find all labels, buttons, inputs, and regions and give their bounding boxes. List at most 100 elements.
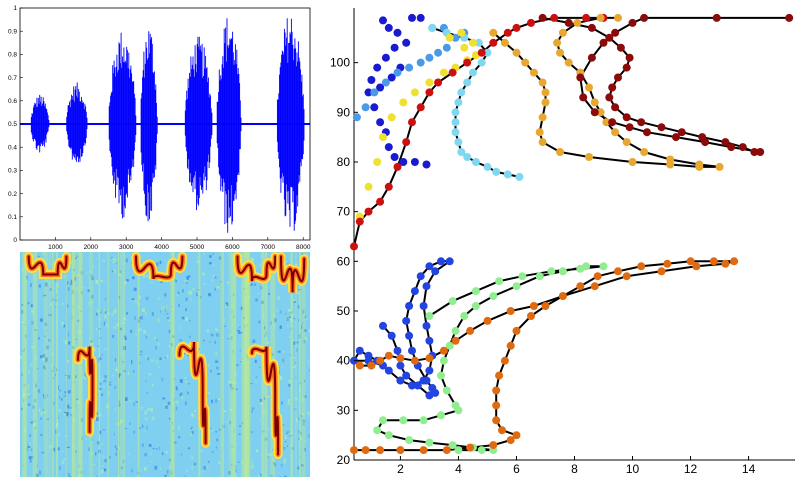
- spectrogram-background: [20, 252, 310, 477]
- trajectory-point: [701, 138, 710, 147]
- trajectory-point: [695, 160, 704, 169]
- trajectory-point: [550, 13, 559, 22]
- trajectory-point: [402, 371, 411, 380]
- trajectory-point: [352, 113, 361, 122]
- trajectory-point: [492, 416, 501, 425]
- waveform-y-tick-label: 0.9: [8, 28, 17, 35]
- trajectory-x-tick-label: 6: [513, 462, 520, 476]
- trajectory-point: [355, 361, 364, 370]
- trajectory-point: [442, 386, 451, 395]
- trajectory-point: [408, 346, 416, 355]
- trajectory-x-ticks: 2 4 6 8 10 12 14: [397, 456, 756, 476]
- trajectory-point: [503, 170, 512, 179]
- trajectory-point: [454, 98, 463, 107]
- trajectory-point: [437, 411, 445, 420]
- trajectory-point: [515, 172, 524, 181]
- trajectory-point: [556, 148, 564, 156]
- trajectory-point: [445, 257, 454, 266]
- trajectory-point: [596, 13, 605, 22]
- trajectory-point: [611, 103, 620, 112]
- trajectory-point: [399, 98, 408, 107]
- waveform-y-tick-label: 1: [13, 5, 17, 12]
- trajectory-point: [416, 103, 425, 112]
- trajectory-x-tick-label: 8: [571, 462, 578, 476]
- trajectory-point: [439, 346, 448, 355]
- trajectory-point: [721, 138, 730, 147]
- trajectory-point: [402, 138, 411, 147]
- trajectory-point: [489, 38, 498, 47]
- trajectory-point: [419, 416, 428, 425]
- trajectory-point: [518, 272, 527, 281]
- trajectory-point: [439, 68, 448, 77]
- trajectory-point: [587, 53, 596, 62]
- trajectory-point: [506, 436, 515, 445]
- trajectory-point: [419, 302, 428, 310]
- trajectory-point: [614, 13, 622, 22]
- trajectory-point: [367, 361, 376, 370]
- trajectory-points: [350, 13, 794, 455]
- trajectory-point: [495, 371, 504, 380]
- trajectory-point: [460, 312, 469, 320]
- trajectory-point: [587, 23, 596, 32]
- trajectory-point: [376, 197, 385, 206]
- trajectory-point: [576, 282, 585, 291]
- trajectory-point: [379, 416, 387, 425]
- trajectory-point: [399, 416, 408, 425]
- trajectory-point: [361, 103, 370, 112]
- trajectory-line: [354, 260, 736, 452]
- trajectory-point: [593, 272, 602, 281]
- trajectory-point: [657, 267, 666, 276]
- trajectory-point: [448, 297, 457, 306]
- trajectory-point: [640, 148, 649, 156]
- trajectory-point: [599, 262, 608, 271]
- trajectory-point: [637, 118, 646, 127]
- trajectory-y-tick-label: 60: [337, 254, 351, 268]
- trajectory-point: [599, 38, 608, 47]
- waveform-x-tick-label: 5000: [190, 244, 205, 251]
- trajectory-point: [730, 257, 739, 266]
- trajectory-point: [512, 23, 521, 32]
- trajectory-x-tick-label: 14: [742, 462, 756, 476]
- waveform-y-tick-label: 0.3: [8, 168, 17, 175]
- trajectory-point: [454, 406, 463, 415]
- trajectory-y-tick-label: 20: [337, 453, 351, 467]
- trajectory-point: [425, 438, 434, 447]
- trajectory-point: [379, 321, 387, 330]
- trajectory-point: [361, 446, 370, 455]
- trajectory-point: [387, 73, 396, 82]
- spectrogram-ridge: [247, 344, 283, 459]
- trajectory-point: [350, 242, 358, 251]
- trajectory-point: [489, 292, 498, 301]
- trajectory-point: [527, 18, 535, 27]
- trajectory-point: [390, 43, 399, 52]
- waveform-burst: [216, 18, 242, 233]
- trajectory-point: [425, 53, 434, 62]
- trajectory-point: [379, 133, 387, 142]
- trajectory-point: [373, 158, 382, 166]
- waveform-y-tick-label: 0: [13, 237, 17, 244]
- trajectory-point: [451, 128, 460, 137]
- trajectory-point: [434, 78, 443, 87]
- trajectory-y-tick-label: 90: [337, 105, 351, 119]
- trajectory-point: [483, 316, 492, 325]
- trajectory-point: [512, 282, 521, 291]
- trajectory-point: [750, 148, 759, 156]
- trajectory-point: [463, 78, 472, 87]
- trajectory-y-tick-label: 70: [337, 205, 351, 219]
- trajectory-point: [384, 182, 393, 191]
- trajectory-point: [413, 381, 422, 390]
- waveform-chart: 1000 2000 3000 4000 5000 6000 7000 8000 0 0.1 0.2…: [8, 5, 311, 251]
- trajectory-point: [463, 58, 472, 67]
- trajectory-point: [367, 76, 376, 84]
- trajectory-point: [506, 307, 515, 315]
- trajectory-point: [506, 341, 515, 350]
- trajectory-point: [590, 98, 599, 107]
- spectrogram-ridge: [233, 252, 280, 284]
- trajectory-point: [425, 336, 434, 345]
- trajectory-point: [384, 431, 393, 440]
- waveform-burst: [184, 36, 213, 211]
- trajectory-point: [402, 38, 411, 47]
- trajectory-point: [553, 38, 562, 47]
- trajectory-point: [616, 43, 625, 52]
